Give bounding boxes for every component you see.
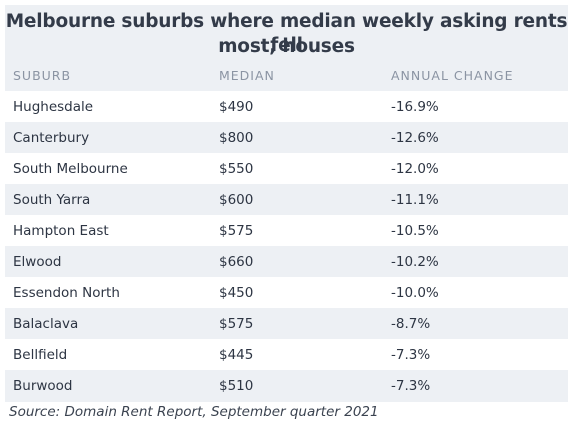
annual-change-cell: -7.3% (391, 347, 431, 363)
median-cell: $600 (219, 192, 254, 208)
annual-change-cell: -10.0% (391, 285, 439, 301)
source-note: Source: Domain Rent Report, September qu… (9, 404, 379, 420)
annual-change-cell: -10.2% (391, 254, 439, 270)
table-row: Elwood $660 -10.2% (5, 246, 568, 277)
table-row: Hampton East $575 -10.5% (5, 215, 568, 246)
median-cell: $660 (219, 254, 254, 270)
suburb-cell: Burwood (13, 378, 73, 394)
suburb-cell: Hampton East (13, 223, 109, 239)
suburb-cell: Elwood (13, 254, 62, 270)
median-cell: $490 (219, 99, 254, 115)
table-body: Hughesdale $490 -16.9% Canterbury $800 -12.6%… (5, 91, 568, 401)
suburb-cell: Hughesdale (13, 99, 94, 115)
median-cell: $800 (219, 130, 254, 146)
table-row: Canterbury $800 -12.6% (5, 122, 568, 153)
annual-change-cell: -12.0% (391, 161, 439, 177)
suburb-cell: South Melbourne (13, 161, 128, 177)
annual-change-cell: -10.5% (391, 223, 439, 239)
header-annual-change: ANNUAL CHANGE (391, 68, 514, 83)
median-cell: $575 (219, 316, 254, 332)
title-line-2: most, houses (218, 36, 355, 57)
suburb-cell: Essendon North (13, 285, 120, 301)
suburb-cell: Bellfield (13, 347, 68, 363)
suburb-cell: Canterbury (13, 130, 90, 146)
suburb-cell: Balaclava (13, 316, 79, 332)
table-header: SUBURB MEDIAN ANNUAL CHANGE (5, 68, 568, 90)
table-row: Burwood $510 -7.3% (5, 370, 568, 401)
table-row: South Yarra $600 -11.1% (5, 184, 568, 215)
median-cell: $445 (219, 347, 254, 363)
table-panel: Melbourne suburbs where median weekly as… (5, 5, 568, 402)
table-row: Hughesdale $490 -16.9% (5, 91, 568, 122)
median-cell: $450 (219, 285, 254, 301)
table-row: Bellfield $445 -7.3% (5, 339, 568, 370)
median-cell: $575 (219, 223, 254, 239)
header-suburb: SUBURB (13, 68, 72, 83)
annual-change-cell: -11.1% (391, 192, 439, 208)
annual-change-cell: -7.3% (391, 378, 431, 394)
header-median: MEDIAN (219, 68, 275, 83)
table-row: South Melbourne $550 -12.0% (5, 153, 568, 184)
annual-change-cell: -16.9% (391, 99, 439, 115)
title-line-1: Melbourne suburbs where median weekly as… (5, 11, 568, 56)
median-cell: $510 (219, 378, 254, 394)
median-cell: $550 (219, 161, 254, 177)
table-row: Balaclava $575 -8.7% (5, 308, 568, 339)
table-row: Essendon North $450 -10.0% (5, 277, 568, 308)
suburb-cell: South Yarra (13, 192, 91, 208)
annual-change-cell: -8.7% (391, 316, 431, 332)
annual-change-cell: -12.6% (391, 130, 439, 146)
